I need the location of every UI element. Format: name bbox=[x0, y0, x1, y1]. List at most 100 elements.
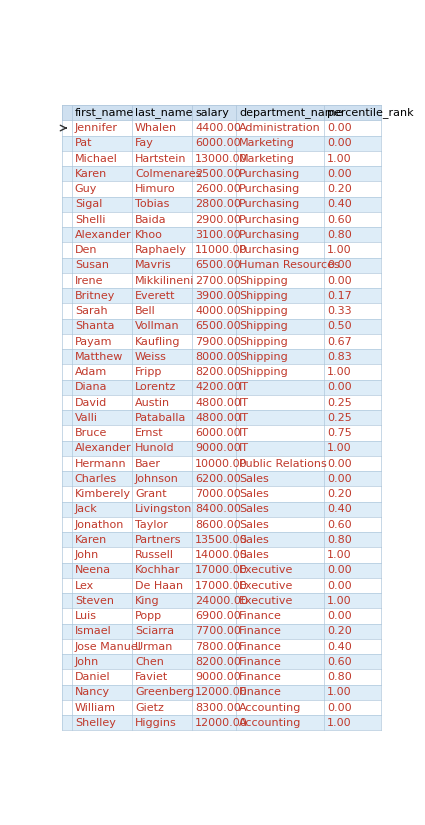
Bar bbox=[62, 105, 381, 120]
Text: 0.17: 0.17 bbox=[327, 290, 352, 301]
Text: 4000.00: 4000.00 bbox=[195, 306, 241, 316]
Bar bbox=[62, 517, 381, 532]
Bar bbox=[62, 334, 381, 349]
Bar bbox=[62, 471, 381, 487]
Bar bbox=[62, 654, 381, 669]
Text: 4800.00: 4800.00 bbox=[195, 412, 241, 422]
Text: 0.00: 0.00 bbox=[327, 474, 352, 483]
Text: 3900.00: 3900.00 bbox=[195, 290, 241, 301]
Text: 1.00: 1.00 bbox=[327, 687, 352, 697]
Bar bbox=[62, 715, 381, 730]
Text: 8000.00: 8000.00 bbox=[195, 351, 241, 362]
Text: 0.40: 0.40 bbox=[327, 200, 352, 210]
Text: Kochhar: Kochhar bbox=[135, 565, 181, 575]
Text: Accounting: Accounting bbox=[239, 718, 302, 728]
Text: Taylor: Taylor bbox=[135, 520, 168, 530]
Text: 0.00: 0.00 bbox=[327, 260, 352, 271]
Text: Adam: Adam bbox=[75, 367, 107, 377]
Text: 6900.00: 6900.00 bbox=[195, 611, 241, 621]
Bar bbox=[62, 410, 381, 426]
Bar bbox=[62, 487, 381, 502]
Text: Vollman: Vollman bbox=[135, 321, 180, 332]
Text: last_name: last_name bbox=[135, 107, 193, 118]
Text: Alexander: Alexander bbox=[75, 443, 131, 453]
Bar bbox=[62, 212, 381, 227]
Text: Fay: Fay bbox=[135, 139, 154, 148]
Text: IT: IT bbox=[239, 382, 249, 392]
Text: department_name: department_name bbox=[239, 107, 343, 118]
Bar bbox=[62, 288, 381, 304]
Text: Shelli: Shelli bbox=[75, 214, 105, 224]
Text: Higgins: Higgins bbox=[135, 718, 177, 728]
Text: Baida: Baida bbox=[135, 214, 167, 224]
Text: John: John bbox=[75, 657, 99, 667]
Bar bbox=[62, 593, 381, 608]
Bar bbox=[62, 227, 381, 243]
Text: Michael: Michael bbox=[75, 153, 118, 163]
Text: Finance: Finance bbox=[239, 657, 282, 667]
Bar bbox=[62, 243, 381, 257]
Text: Jennifer: Jennifer bbox=[75, 123, 118, 133]
Text: 4800.00: 4800.00 bbox=[195, 398, 241, 408]
Text: Charles: Charles bbox=[75, 474, 117, 483]
Bar bbox=[62, 456, 381, 471]
Text: 0.40: 0.40 bbox=[327, 504, 352, 514]
Text: Everett: Everett bbox=[135, 290, 176, 301]
Bar bbox=[62, 151, 381, 166]
Text: Urman: Urman bbox=[135, 642, 173, 652]
Text: Sigal: Sigal bbox=[75, 200, 102, 210]
Text: 6000.00: 6000.00 bbox=[195, 428, 241, 438]
Text: Sciarra: Sciarra bbox=[135, 626, 174, 636]
Text: 0.50: 0.50 bbox=[327, 321, 352, 332]
Text: 8200.00: 8200.00 bbox=[195, 657, 241, 667]
Text: Greenberg: Greenberg bbox=[135, 687, 194, 697]
Text: 12000.00: 12000.00 bbox=[195, 687, 248, 697]
Text: percentile_rank: percentile_rank bbox=[327, 107, 414, 118]
Text: Livingston: Livingston bbox=[135, 504, 193, 514]
Text: Shanta: Shanta bbox=[75, 321, 114, 332]
Text: 6500.00: 6500.00 bbox=[195, 260, 241, 271]
Text: Nancy: Nancy bbox=[75, 687, 110, 697]
Text: Shipping: Shipping bbox=[239, 290, 288, 301]
Text: Guy: Guy bbox=[75, 184, 97, 194]
Text: Purchasing: Purchasing bbox=[239, 245, 300, 255]
Text: David: David bbox=[75, 398, 107, 408]
Text: Matthew: Matthew bbox=[75, 351, 123, 362]
Text: Jonathon: Jonathon bbox=[75, 520, 124, 530]
Text: Lex: Lex bbox=[75, 581, 94, 591]
Text: 13000.00: 13000.00 bbox=[195, 153, 248, 163]
Text: Partners: Partners bbox=[135, 535, 181, 544]
Bar bbox=[62, 380, 381, 395]
Text: Jack: Jack bbox=[75, 504, 98, 514]
Text: 11000.00: 11000.00 bbox=[195, 245, 248, 255]
Text: Britney: Britney bbox=[75, 290, 115, 301]
Text: Purchasing: Purchasing bbox=[239, 184, 300, 194]
Text: Finance: Finance bbox=[239, 687, 282, 697]
Bar bbox=[62, 273, 381, 288]
Text: Bruce: Bruce bbox=[75, 428, 107, 438]
Bar bbox=[62, 578, 381, 593]
Text: De Haan: De Haan bbox=[135, 581, 183, 591]
Text: 9000.00: 9000.00 bbox=[195, 443, 241, 453]
Text: Sales: Sales bbox=[239, 489, 269, 499]
Bar bbox=[62, 624, 381, 639]
Text: Faviet: Faviet bbox=[135, 672, 168, 682]
Bar bbox=[62, 426, 381, 441]
Text: 8400.00: 8400.00 bbox=[195, 504, 241, 514]
Bar bbox=[62, 395, 381, 410]
Text: 0.40: 0.40 bbox=[327, 642, 352, 652]
Text: Purchasing: Purchasing bbox=[239, 169, 300, 179]
Text: Shipping: Shipping bbox=[239, 337, 288, 346]
Text: 0.33: 0.33 bbox=[327, 306, 352, 316]
Bar bbox=[62, 669, 381, 685]
Text: Kaufling: Kaufling bbox=[135, 337, 181, 346]
Text: 0.00: 0.00 bbox=[327, 123, 352, 133]
Text: Payam: Payam bbox=[75, 337, 112, 346]
Bar bbox=[62, 700, 381, 715]
Text: 0.80: 0.80 bbox=[327, 230, 352, 240]
Text: Executive: Executive bbox=[239, 565, 294, 575]
Bar bbox=[62, 349, 381, 365]
Text: Kimberely: Kimberely bbox=[75, 489, 131, 499]
Text: 12000.00: 12000.00 bbox=[195, 718, 248, 728]
Text: 8300.00: 8300.00 bbox=[195, 703, 241, 713]
